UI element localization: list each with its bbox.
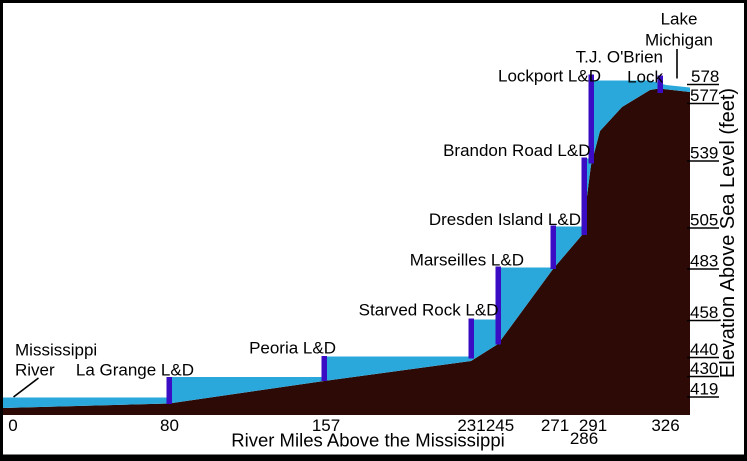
dam-bar-tj-obrien — [657, 75, 663, 93]
y-axis-title: Elevation Above Sea Level (feet) — [717, 88, 739, 378]
label-mississippi-river-line1: Mississippi — [15, 341, 97, 360]
label-lockport: Lockport L&D — [498, 67, 601, 86]
xtick-label-286: 286 — [570, 429, 598, 448]
xtick-label-245: 245 — [486, 416, 514, 435]
dam-bar-marseilles — [495, 266, 501, 345]
dam-bar-starved-rock — [468, 318, 474, 359]
pool-marseilles-483 — [498, 267, 553, 344]
pool-dresden-island-505 — [553, 226, 582, 269]
figure-border-bottom-band — [0, 454, 747, 461]
ytick-label-483: 483 — [690, 252, 718, 271]
ytick-label-458: 458 — [690, 303, 718, 322]
xtick-label-231: 231 — [457, 416, 485, 435]
xtick-label-326: 326 — [651, 416, 679, 435]
ytick-label-430: 430 — [690, 359, 718, 378]
pool-peoria-440 — [324, 356, 471, 381]
pool-la-grange-430 — [169, 377, 324, 404]
label-tj-obrien-line1: T.J. O'Brien — [576, 48, 663, 67]
ytick-label-577: 577 — [690, 86, 718, 105]
ytick-label-440: 440 — [690, 340, 718, 359]
label-dresden-island: Dresden Island L&D — [429, 210, 581, 229]
ytick-label-419: 419 — [690, 380, 718, 399]
xtick-label-157: 157 — [312, 416, 340, 435]
pool-starved-rock-458 — [471, 319, 498, 361]
label-brandon-road: Brandon Road L&D — [443, 141, 590, 160]
xtick-label-291: 291 — [579, 416, 607, 435]
dam-bar-brandon-road — [581, 157, 587, 235]
ytick-label-505: 505 — [690, 211, 718, 230]
dam-bar-lockport — [588, 74, 594, 164]
land-profile-area — [3, 88, 690, 415]
x-axis-title: River Miles Above the Mississippi — [231, 430, 504, 451]
label-starved-rock: Starved Rock L&D — [359, 301, 499, 320]
xtick-label-80: 80 — [160, 416, 179, 435]
mississippi-river-pointer-line — [13, 377, 39, 398]
label-la-grange: La Grange L&D — [76, 361, 194, 380]
dam-bar-dresden-island — [550, 225, 556, 269]
dam-bar-la-grange — [166, 377, 172, 404]
pool-lockport-578 — [591, 80, 650, 165]
ytick-label-539: 539 — [690, 144, 718, 163]
xtick-label-271: 271 — [541, 416, 569, 435]
dam-bar-peoria — [321, 356, 327, 381]
label-marseilles: Marseilles L&D — [410, 251, 524, 270]
label-lake-michigan-line1: Lake — [661, 10, 698, 29]
label-tj-obrien-line2: Lock — [627, 68, 663, 87]
xtick-label-0: 0 — [8, 416, 17, 435]
label-lake-michigan-line2: Michigan — [645, 31, 713, 50]
ytick-label-578: 578 — [691, 67, 719, 86]
pool-mississippi-419 — [3, 397, 169, 408]
label-mississippi-river-line2: River — [15, 361, 55, 380]
label-peoria: Peoria L&D — [249, 339, 336, 358]
